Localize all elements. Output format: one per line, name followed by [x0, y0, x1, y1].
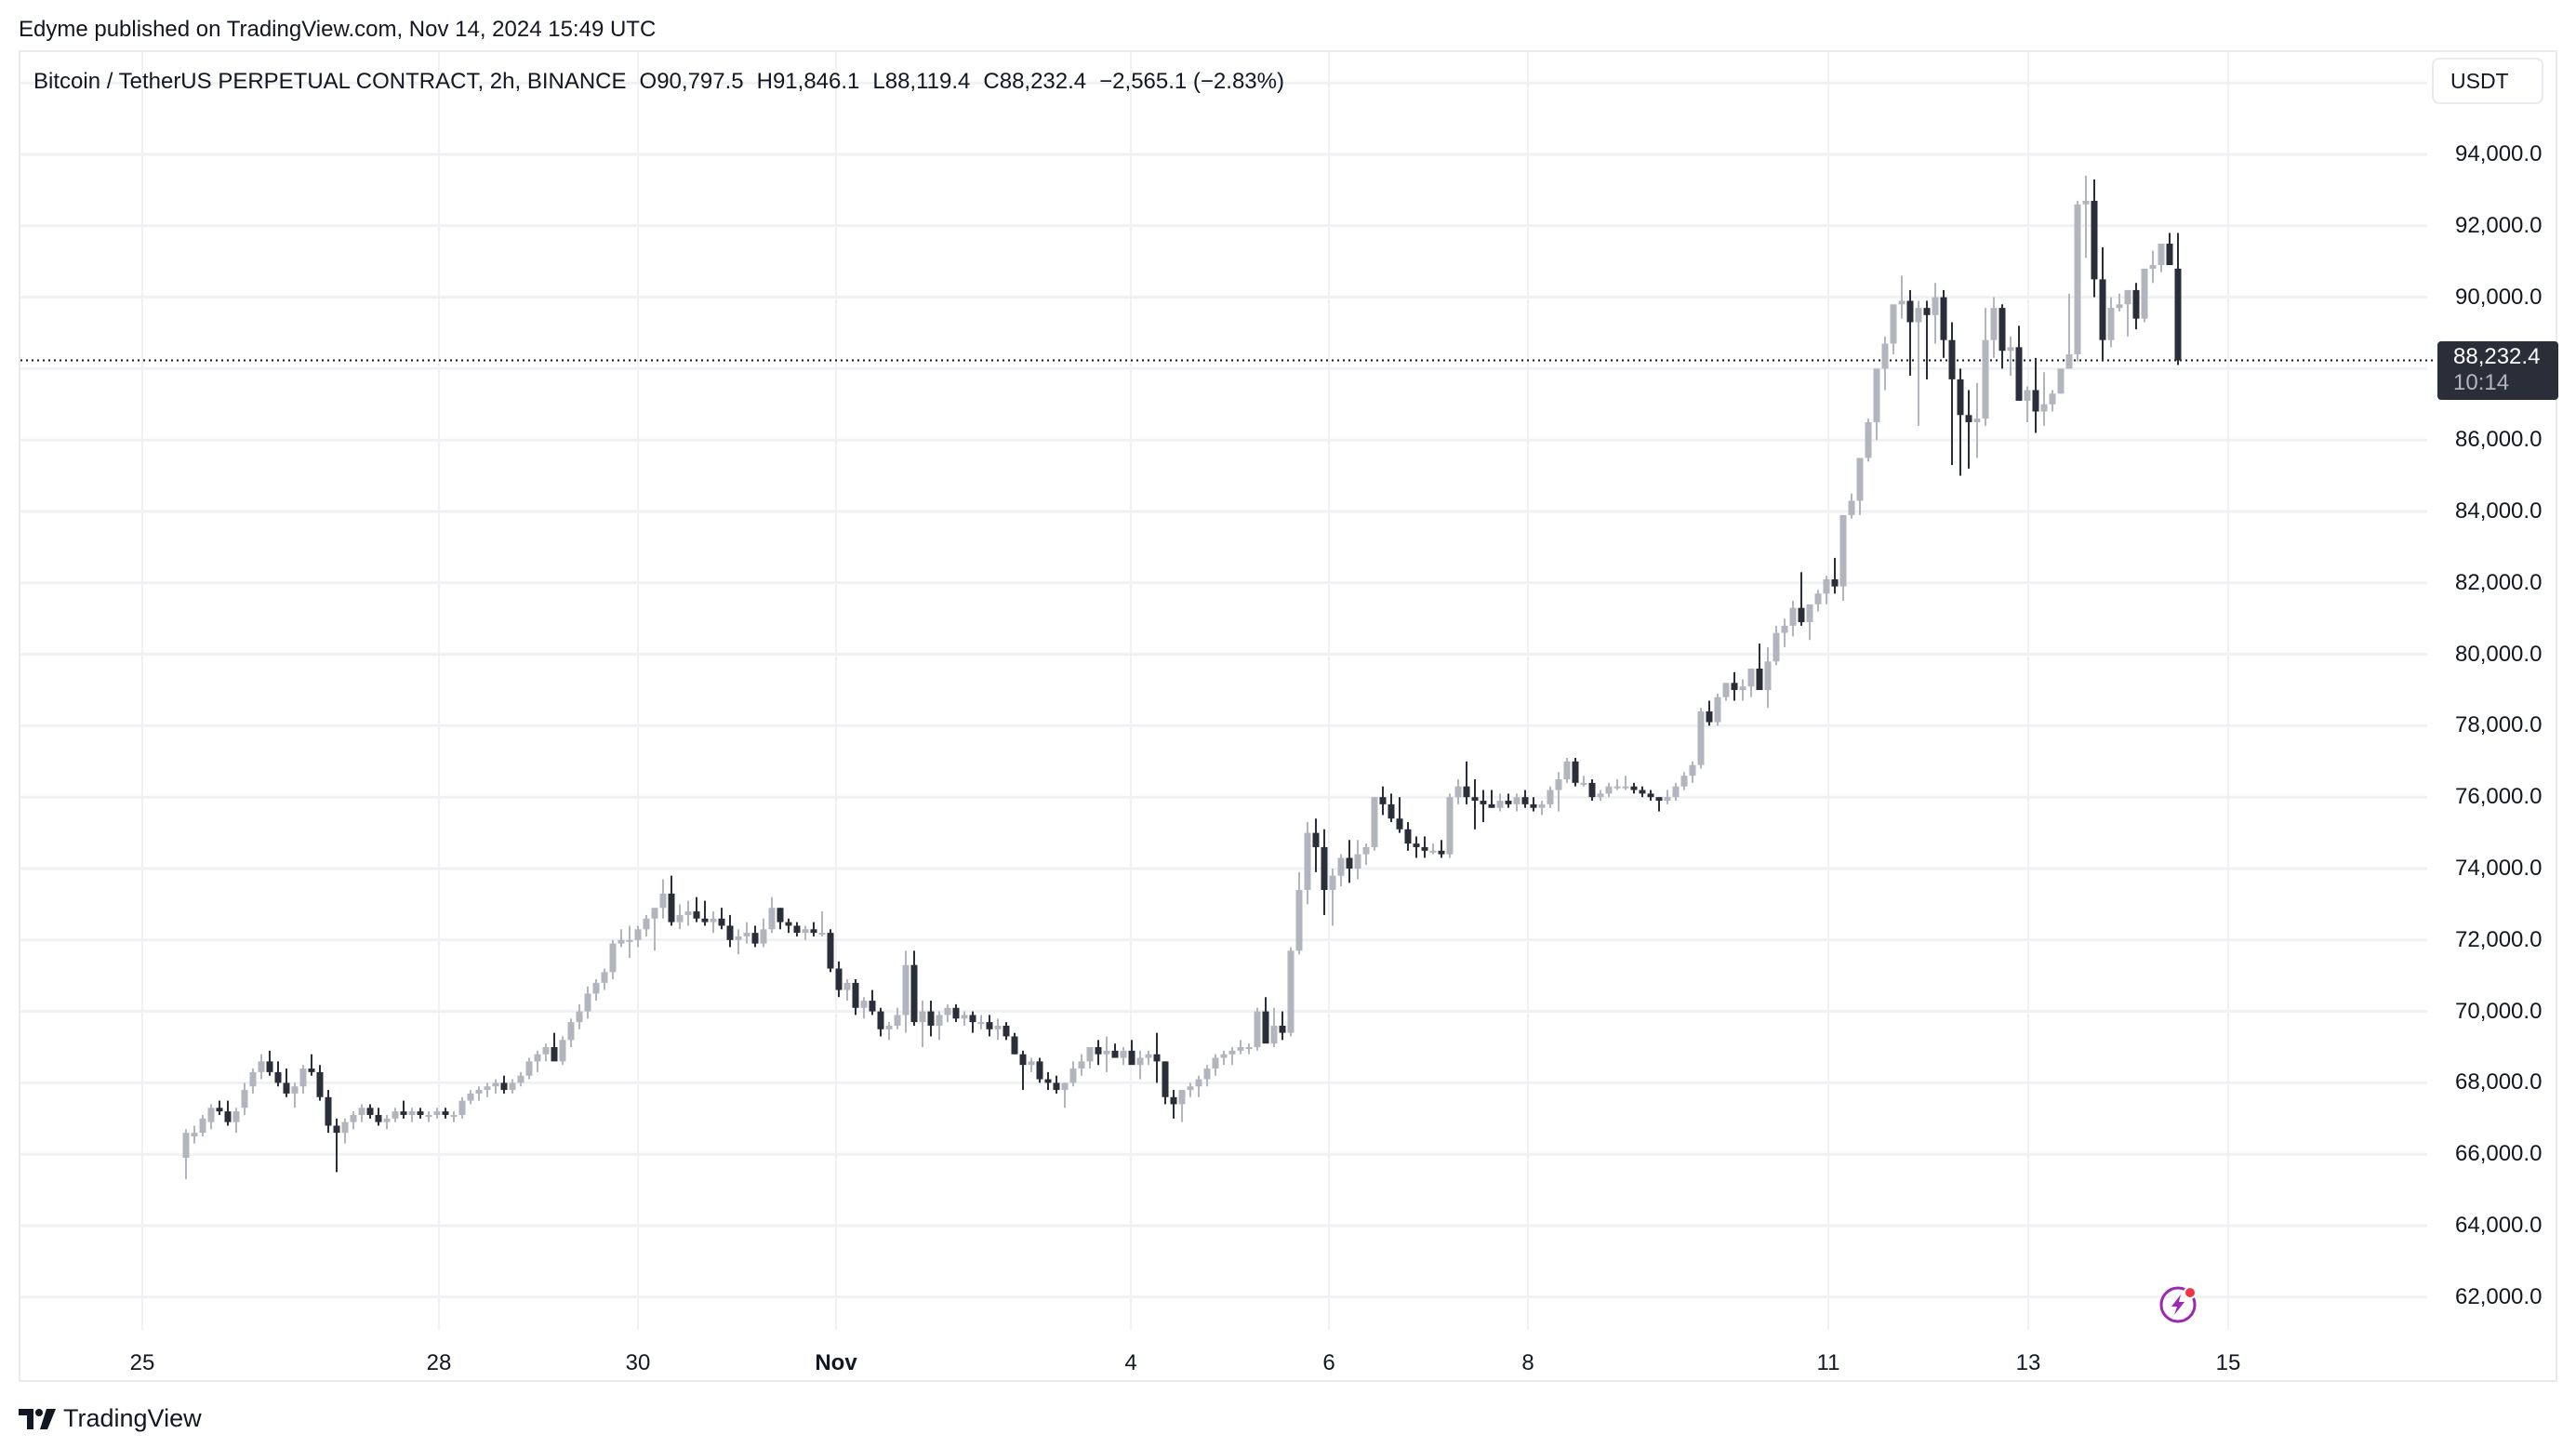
time-axis-label: 25: [129, 1350, 155, 1375]
price-axis-label: 86,000.0: [2455, 427, 2543, 453]
price-axis-label: 84,000.0: [2455, 498, 2543, 524]
symbol-legend: Bitcoin / TetherUS PERPETUAL CONTRACT, 2…: [33, 69, 1297, 95]
legend-low: L88,119.4: [872, 69, 971, 94]
bar-countdown: 10:14: [2453, 370, 2510, 396]
price-axis-label: 80,000.0: [2455, 641, 2543, 667]
lightning-icon[interactable]: [2158, 1284, 2198, 1325]
time-axis-label: 30: [625, 1350, 651, 1375]
price-axis-label: 76,000.0: [2455, 784, 2543, 810]
price-axis-label: 74,000.0: [2455, 856, 2543, 881]
candles: [182, 176, 2182, 1180]
last-price-value: 88,232.4: [2453, 344, 2541, 370]
price-axis-label: 62,000.0: [2455, 1283, 2543, 1309]
legend-open: O90,797.5: [639, 69, 744, 94]
tradingview-logo[interactable]: TradingView: [19, 1404, 202, 1433]
time-axis-label: 11: [1816, 1350, 1840, 1375]
price-axis-label: 82,000.0: [2455, 569, 2543, 595]
price-axis-label: 68,000.0: [2455, 1069, 2543, 1095]
time-axis-label: 15: [2215, 1350, 2241, 1375]
time-axis-label: 13: [2015, 1350, 2041, 1375]
published-caption: Edyme published on TradingView.com, Nov …: [19, 17, 657, 42]
last-price-tag: 88,232.4 10:14: [2437, 341, 2558, 401]
chart-frame[interactable]: [19, 50, 2557, 1382]
legend-close: C88,232.4: [983, 69, 1087, 94]
tradingview-logo-icon: [19, 1408, 56, 1429]
symbol-title: Bitcoin / TetherUS PERPETUAL CONTRACT, 2…: [33, 69, 627, 94]
price-axis-label: 78,000.0: [2455, 712, 2543, 738]
legend-high: H91,846.1: [756, 69, 860, 94]
time-axis-label: 6: [1322, 1350, 1335, 1375]
price-axis-label: 90,000.0: [2455, 284, 2543, 310]
currency-button[interactable]: USDT: [2432, 58, 2543, 104]
time-axis-label: 8: [1521, 1350, 1534, 1375]
time-axis-label: Nov: [815, 1350, 857, 1375]
chart-grid: [20, 52, 2427, 1330]
price-axis-label: 72,000.0: [2455, 926, 2543, 952]
time-axis-label: 28: [426, 1350, 452, 1375]
time-axis-label: 4: [1124, 1350, 1137, 1375]
brand-name: TradingView: [63, 1404, 202, 1432]
price-axis-label: 92,000.0: [2455, 212, 2543, 238]
legend-change: −2,565.1 (−2.83%): [1099, 69, 1284, 94]
price-axis-label: 94,000.0: [2455, 141, 2543, 166]
price-axis-label: 64,000.0: [2455, 1213, 2543, 1238]
price-axis-label: 70,000.0: [2455, 998, 2543, 1024]
price-axis-label: 66,000.0: [2455, 1141, 2543, 1167]
